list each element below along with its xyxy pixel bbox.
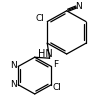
Text: F: F — [53, 60, 58, 69]
Text: N: N — [76, 2, 82, 11]
Text: Cl: Cl — [53, 83, 62, 92]
Text: N: N — [10, 80, 17, 89]
Text: HN: HN — [38, 49, 53, 59]
Text: N: N — [11, 61, 17, 70]
Text: Cl: Cl — [36, 14, 44, 23]
